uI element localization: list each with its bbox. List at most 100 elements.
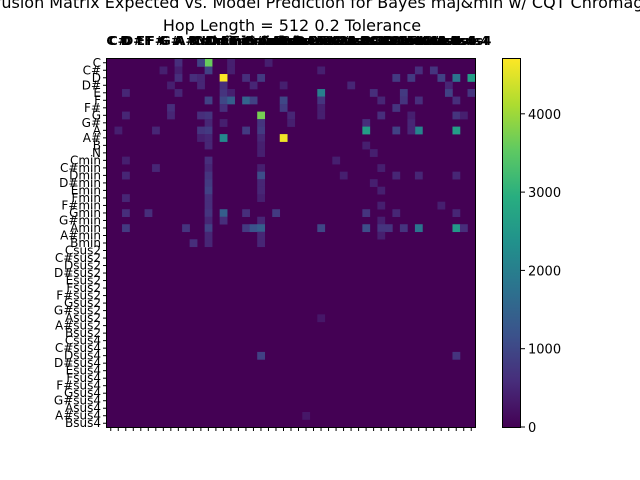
heatmap-cell [227, 66, 235, 75]
x-tick-label: C# [109, 34, 128, 48]
y-tick-label: D#sus2 [54, 266, 101, 280]
heatmap-cell [204, 179, 213, 187]
heatmap-cell [257, 126, 266, 135]
heatmap-cell [152, 164, 160, 172]
heatmap-cell [377, 186, 386, 195]
y-tick-label: Fsus4 [66, 371, 101, 385]
x-tick-label: D#min [208, 34, 253, 48]
colorbar-ticks: 0 1000 2000 3000 4000 [521, 108, 561, 436]
y-tick-label: Asus2 [65, 311, 101, 325]
heatmap-cell [219, 96, 228, 105]
colorbar-tick-label: 3000 [528, 186, 561, 201]
heatmap-cell [452, 126, 461, 135]
y-tick-label: G# [82, 116, 101, 130]
heatmap-cell [249, 81, 258, 90]
x-tick-label: Fmin [229, 34, 262, 48]
heatmap-cell [114, 126, 123, 135]
heatmap-cell [219, 134, 228, 142]
heatmap-cell [452, 351, 461, 360]
y-tick-label: Bmin [70, 236, 101, 250]
y-tick-label: G#min [59, 213, 101, 227]
y-tick-label: D#sus4 [54, 356, 101, 370]
y-tick-label: D# [82, 78, 101, 92]
heatmap-cell [257, 179, 266, 187]
x-tick-label: Gsus2 [331, 34, 372, 48]
heatmap-cell [197, 74, 205, 82]
heatmap-cell [174, 74, 183, 82]
heatmap-cell [257, 141, 266, 150]
y-tick-label: F#min [61, 198, 101, 212]
colorbar [502, 58, 521, 428]
heatmap-cell [204, 209, 213, 218]
heatmap-cell [167, 81, 175, 90]
heatmap-cell [122, 194, 130, 202]
heatmap-cell [392, 74, 401, 82]
heatmap-cell [452, 96, 461, 105]
y-tick-label: C# [83, 63, 101, 77]
y-tick-label: Bsus2 [65, 326, 101, 340]
heatmap-cell [204, 96, 213, 105]
heatmap-cell [167, 104, 175, 112]
x-tick-label: G#min [246, 34, 291, 48]
x-tick-label: Gsus4 [421, 34, 462, 48]
heatmap-cell [122, 111, 130, 120]
heatmap-cell [189, 239, 198, 248]
x-tick-label: A#min [261, 34, 306, 48]
heatmap-cell [204, 134, 213, 142]
heatmap-cell [399, 224, 408, 233]
x-tick-label: Csus2 [279, 34, 319, 48]
heatmap-cell [317, 89, 326, 97]
heatmap-cell [204, 164, 213, 172]
heatmap-cell [219, 104, 228, 112]
x-tick-label: G#sus4 [423, 34, 474, 48]
y-tick-label: Gsus2 [64, 296, 101, 310]
heatmap-cell [347, 81, 356, 90]
y-tick-label: B [93, 138, 101, 152]
y-tick-label: Fsus2 [66, 281, 101, 295]
heatmap-cell [122, 156, 130, 165]
heatmap-cell [377, 231, 386, 240]
heatmap-cell [204, 239, 213, 248]
y-tick-label: Csus2 [65, 244, 101, 258]
heatmap-cell [204, 156, 213, 165]
heatmap-cell [414, 66, 423, 75]
x-tick-label: Fsus2 [316, 34, 355, 48]
y-tick-label: N [92, 146, 101, 160]
heatmap-cell [452, 209, 461, 218]
heatmap-cell [407, 111, 416, 120]
heatmap-cell [452, 111, 461, 120]
x-tick-label: F#min [232, 34, 275, 48]
heatmap-cell [317, 224, 326, 233]
heatmap-cell [452, 224, 461, 233]
heatmap-cell [377, 111, 386, 120]
heatmap-cell [317, 66, 326, 75]
heatmap-cell [249, 224, 258, 233]
heatmap-cell [407, 74, 416, 82]
heatmap-cell [242, 209, 250, 218]
heatmap-cell [227, 89, 235, 97]
x-tick-label: F#sus2 [319, 34, 368, 48]
heatmap-cell [392, 126, 401, 135]
heatmap-cell [437, 201, 446, 210]
heatmap-cell [257, 351, 266, 360]
colorbar-tick-label: 1000 [528, 343, 561, 358]
heatmap-cell [219, 81, 228, 90]
y-tick-label: G#sus4 [54, 394, 101, 408]
heatmap-cell [279, 96, 288, 105]
heatmap-cell [452, 171, 461, 180]
heatmap-cell [377, 96, 386, 105]
x-tick-label: Bmin [274, 34, 308, 48]
colorbar-tick-label: 4000 [528, 108, 561, 123]
heatmap-cell [204, 119, 213, 127]
heatmap-cell [317, 104, 326, 112]
y-tick-label: Cmin [70, 153, 101, 167]
heatmap-cell [279, 81, 288, 90]
y-tick-label: Gmin [69, 206, 101, 220]
x-tick-label: B [189, 34, 198, 48]
x-tick-label: F#sus4 [409, 34, 458, 48]
x-tick-label: A#sus2 [348, 34, 399, 48]
heatmap-cell [362, 126, 371, 135]
heatmap-cell [257, 216, 266, 225]
heatmap-cell [219, 89, 228, 97]
heatmap-cell [257, 194, 266, 202]
